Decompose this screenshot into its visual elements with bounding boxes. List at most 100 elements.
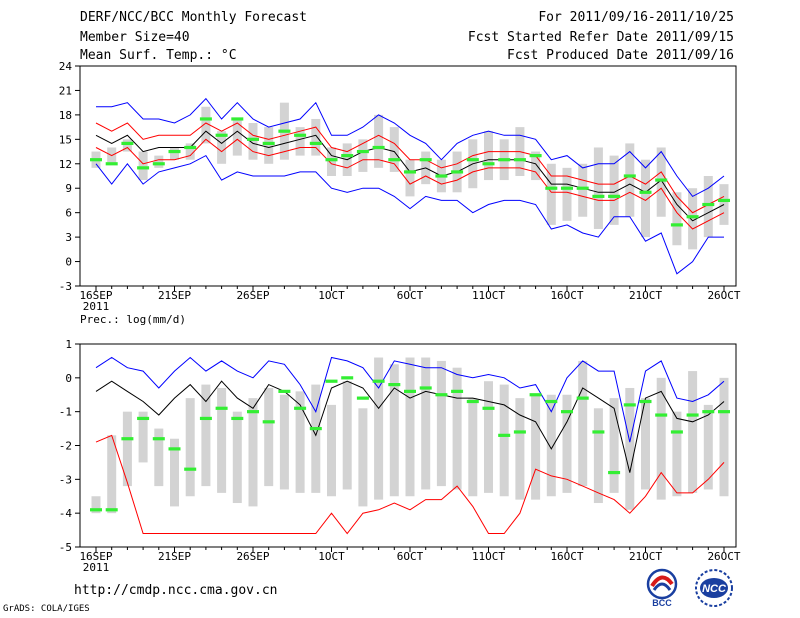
- panel1-ytick-label-6: 6: [65, 207, 72, 220]
- panel1-ytick-label-3: 3: [65, 231, 72, 244]
- panel1-ytick-label-9: 9: [65, 182, 72, 195]
- panel1-box-36: [656, 147, 666, 217]
- panel2-xtick-label-5: 11OCT: [472, 550, 505, 563]
- panel1-series-lower-bound: [95, 154, 724, 275]
- panel2-series-lower-bound: [95, 434, 725, 535]
- panel2-marker-24: [466, 399, 479, 404]
- panel1-box-34: [625, 143, 635, 217]
- panel1-box-28: [531, 151, 541, 181]
- panel2-series-upper-bound: [95, 356, 725, 443]
- panel1-marker-10: [247, 137, 259, 141]
- panel2-marker-3: [137, 416, 150, 421]
- panel1-box-5: [170, 147, 179, 160]
- panel2-box-0: [91, 496, 101, 514]
- panel2-box-31: [578, 360, 588, 487]
- panel1-box-37: [672, 192, 682, 246]
- panel2-xtick-label-1: 21SEP: [158, 550, 191, 563]
- source-url[interactable]: http://cmdp.ncc.cma.gov.cn: [74, 583, 278, 598]
- panel1-marker-31: [576, 186, 589, 190]
- panel1-marker-2: [121, 141, 134, 146]
- panel1-marker-37: [670, 223, 683, 227]
- panel1-series-upper-spread: [95, 122, 725, 214]
- panel1-xtick-label-6: 16OCT: [550, 289, 583, 302]
- panel2-box-22: [436, 360, 446, 487]
- panel2-marker-34: [623, 403, 636, 407]
- panel2-marker-19: [388, 383, 401, 387]
- panel2-box-26: [499, 384, 509, 497]
- panel1-marker-19: [388, 158, 401, 162]
- panel2-xtick-label-6: 16OCT: [550, 550, 583, 563]
- panel2-marker-1: [105, 508, 118, 512]
- panel1-series-upper-bound: [96, 97, 725, 198]
- panel2-xtick-label-4: 6OCT: [397, 550, 424, 563]
- panel1-box-30: [562, 167, 572, 221]
- panel1-marker-5: [168, 149, 181, 154]
- panel1-ytick-label-21: 21: [59, 84, 72, 97]
- panel2-box-4: [154, 428, 164, 487]
- panel1-box-35: [641, 159, 650, 238]
- panel2-box-16: [342, 381, 352, 490]
- panel2-box-9: [232, 411, 242, 504]
- panel1-box-29: [546, 163, 556, 225]
- panel2-ytick-label--4: -4: [59, 507, 73, 520]
- member-size: Member Size=40: [80, 30, 190, 45]
- panel2-box-40: [719, 377, 729, 497]
- panel2-box-36: [656, 377, 666, 500]
- panel1-box-18: [374, 114, 384, 168]
- grads-credit: GrADS: COLA/IGES: [3, 604, 90, 614]
- panel1-marker-27: [513, 158, 526, 162]
- panel2-marker-26: [498, 433, 511, 437]
- panel1-box-20: [405, 159, 415, 197]
- panel1-marker-21: [419, 158, 432, 162]
- panel2-marker-9: [231, 416, 244, 421]
- panel1-box-38: [688, 188, 698, 250]
- panel1-xaxis-year: 2011: [83, 300, 110, 313]
- panel2-marker-11: [262, 420, 275, 424]
- panel2-marker-31: [576, 396, 589, 400]
- panel2-marker-14: [309, 426, 322, 431]
- panel1-box-13: [295, 127, 305, 156]
- panel2-marker-35: [639, 399, 652, 404]
- panel2-marker-39: [702, 410, 715, 414]
- panel2-marker-25: [482, 406, 495, 410]
- panel1-marker-9: [231, 117, 244, 121]
- panel1-box-19: [389, 127, 399, 172]
- panel1-box-33: [609, 155, 619, 225]
- panel2-box-33: [609, 398, 619, 493]
- panel2-xtick-label-0: 16SEP: [79, 550, 112, 563]
- panel1-ytick-label--3: -3: [59, 280, 72, 293]
- panel1-marker-38: [686, 215, 699, 219]
- panel1-frame: [79, 65, 737, 287]
- panel1-box-6: [185, 143, 195, 160]
- forecast-started-date: Fcst Started Refer Date 2011/09/15: [467, 30, 734, 45]
- panel2-box-7: [201, 384, 211, 487]
- panel1-box-8: [217, 131, 227, 164]
- panel2-box-34: [625, 387, 635, 510]
- panel2-marker-16: [341, 376, 354, 380]
- panel1-xtick-label-2: 26SEP: [236, 289, 269, 302]
- panel2-marker-29: [545, 399, 558, 404]
- panel2-box-38: [688, 371, 698, 493]
- panel1-marker-40: [718, 198, 730, 203]
- panel2-marker-40: [718, 410, 730, 414]
- bcc-logo-text: BCC: [652, 598, 672, 608]
- panel2-marker-2: [121, 437, 134, 441]
- panel2-box-19: [389, 364, 399, 497]
- panel2-marker-30: [561, 410, 573, 414]
- panel2-box-18: [374, 357, 384, 500]
- forecast-period: For 2011/09/16-2011/10/25: [538, 10, 734, 25]
- panel1-xtick-label-5: 11OCT: [472, 289, 505, 302]
- panel2-marker-33: [608, 470, 621, 475]
- panel1-box-14: [311, 118, 321, 156]
- panel2-ytick-label--1: -1: [59, 406, 72, 419]
- panel1-box-11: [264, 127, 274, 164]
- panel2-xtick-label-8: 26OCT: [707, 550, 740, 563]
- variable-label: Mean Surf. Temp.: °C: [80, 48, 237, 63]
- panel2-box-25: [484, 381, 493, 493]
- panel1-box-10: [248, 123, 258, 160]
- panel1-xtick-label-3: 1OCT: [318, 289, 345, 302]
- ncc-logo: NCC: [695, 569, 733, 607]
- panel1-marker-12: [278, 129, 291, 133]
- panel2-box-28: [531, 394, 541, 500]
